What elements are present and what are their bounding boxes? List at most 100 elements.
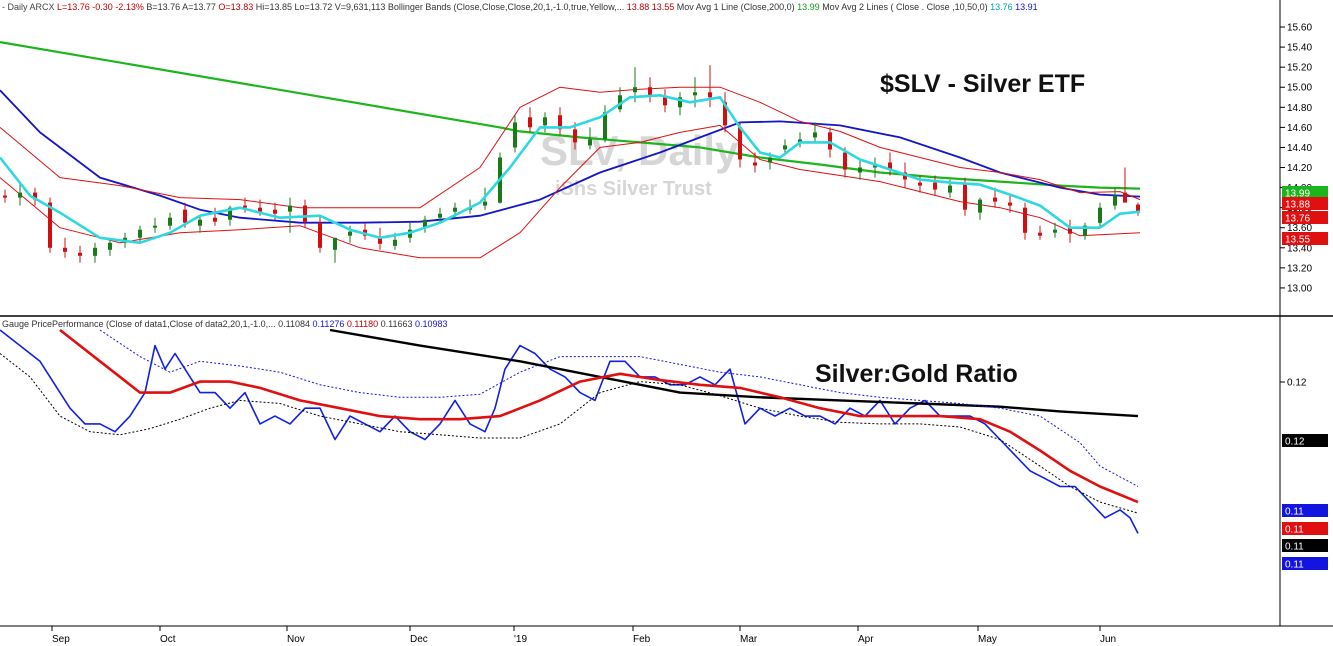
header-segment: 0.11084 <box>278 319 312 329</box>
price-bar <box>288 197 292 233</box>
header-segment: - Daily ARCX <box>2 2 57 12</box>
header-segment: Hi=13.85 Lo=13.72 V=9,631,113 Bollinger … <box>256 2 627 12</box>
y-tick-label: 15.60 <box>1287 23 1312 34</box>
top-panel-title: $SLV - Silver ETF <box>880 70 1085 98</box>
price-bar <box>648 77 652 103</box>
series-ma10 <box>0 94 1141 245</box>
price-bar <box>168 212 172 230</box>
price-tag-label: 13.88 <box>1285 200 1310 211</box>
price-bar <box>1023 202 1027 240</box>
header-segment: B=13.76 A=13.77 <box>146 2 218 12</box>
price-bar <box>873 157 877 178</box>
price-bar <box>543 112 547 133</box>
ratio-tag <box>1282 557 1328 570</box>
y-tick-label: 0.12 <box>1287 378 1307 389</box>
ratio-tag-label: 0.11 <box>1285 507 1304 518</box>
series-red_ma <box>59 328 1139 504</box>
series-ma50 <box>0 89 1141 224</box>
price-tag <box>1282 197 1328 210</box>
x-tick-label: Sep <box>52 634 70 645</box>
price-bar <box>213 207 217 226</box>
x-tick-label: Nov <box>287 634 305 645</box>
price-bar <box>78 245 82 263</box>
header-segment: 13.76 <box>990 2 1015 12</box>
price-tag-label: 13.55 <box>1285 235 1310 246</box>
x-tick-label: Feb <box>633 634 651 645</box>
header-segment: 0.11663 <box>381 319 415 329</box>
price-bar <box>3 189 7 203</box>
y-tick-label: 14.60 <box>1287 123 1312 134</box>
y-tick-label: 13.20 <box>1287 263 1312 274</box>
price-bar <box>303 199 307 228</box>
y-tick-label: 14.40 <box>1287 143 1312 154</box>
price-bar <box>1098 202 1102 228</box>
header-segment: 13.99 <box>797 2 822 12</box>
price-bar <box>753 152 757 173</box>
price-bar <box>138 225 142 243</box>
price-bar <box>333 237 337 263</box>
series-bb_upper <box>0 86 1141 209</box>
header-segment: 13.91 <box>1015 2 1038 12</box>
x-tick-label: Dec <box>410 634 428 645</box>
ratio-tag-label: 0.11 <box>1285 525 1304 536</box>
x-tick-label: '19 <box>514 634 527 645</box>
x-tick-label: May <box>978 634 997 645</box>
bottom-panel-title: Silver:Gold Ratio <box>815 360 1018 388</box>
series-lower_dotted <box>0 353 1139 514</box>
price-bar <box>1038 225 1042 240</box>
price-bar <box>1008 195 1012 213</box>
ratio-tag-label: 0.11 <box>1285 542 1304 553</box>
ratio-axis: 0.12 0.12 0.11 0.11 0.11 0.11 <box>1280 378 1328 571</box>
header-segment: 0.10983 <box>415 319 448 329</box>
price-bar <box>93 242 97 263</box>
price-bar <box>1136 202 1140 216</box>
header-segment: 0.11180 <box>347 319 381 329</box>
price-bar <box>813 122 817 143</box>
ratio-tag <box>1282 434 1328 447</box>
price-bar <box>588 127 592 150</box>
header-segment: Mov Avg 2 Lines ( Close . Close ,10,50,0… <box>822 2 990 12</box>
y-tick-label: 14.20 <box>1287 163 1312 174</box>
price-bar <box>663 89 667 113</box>
y-tick-label: 15.00 <box>1287 83 1312 94</box>
x-tick-label: Mar <box>740 634 758 645</box>
price-bar <box>558 107 562 136</box>
price-bar <box>1083 222 1087 240</box>
series-black_ma <box>329 328 1139 418</box>
series-bb_lower <box>0 124 1141 259</box>
price-bar <box>198 215 202 233</box>
price-tag-label: 13.76 <box>1285 214 1310 225</box>
header-segment: L=13.76 -0.30 -2.13% <box>57 2 146 12</box>
price-bar <box>678 92 682 116</box>
watermark-name: iShs Silver Trust <box>555 178 712 200</box>
price-bar <box>858 159 862 180</box>
bottom-header: Gauge PricePerformance (Close of data1,C… <box>2 319 448 329</box>
top-header: - Daily ARCX L=13.76 -0.30 -2.13% B=13.7… <box>2 2 1038 12</box>
price-bar <box>528 107 532 133</box>
price-bar <box>888 152 892 176</box>
price-bar <box>798 132 802 148</box>
price-bar <box>738 122 742 168</box>
y-tick-label: 13.60 <box>1287 223 1312 234</box>
price-bar <box>1068 219 1072 243</box>
y-tick-label: 15.20 <box>1287 63 1312 74</box>
header-segment: Mov Avg 1 Line (Close,200,0) <box>677 2 797 12</box>
price-bar <box>978 197 982 220</box>
y-tick-label: 13.00 <box>1287 283 1312 294</box>
x-tick-label: Jun <box>1100 634 1116 645</box>
price-bar <box>438 207 442 223</box>
ratio-tag <box>1282 539 1328 552</box>
price-bar <box>1123 167 1127 203</box>
header-segment: 13.88 13.55 <box>627 2 677 12</box>
price-bar <box>723 92 727 133</box>
price-axis: 15.60 15.40 15.20 15.00 14.80 14.60 14.40 14.20… <box>1280 23 1328 294</box>
price-bar <box>423 215 427 233</box>
price-panel <box>0 41 1141 263</box>
price-tag <box>1282 232 1328 245</box>
price-bar <box>153 217 157 233</box>
ratio-tag-label: 0.11 <box>1285 560 1304 571</box>
price-bar <box>318 215 322 253</box>
x-tick-label: Apr <box>858 634 874 645</box>
header-segment: Gauge PricePerformance (Close of data1,C… <box>2 319 278 329</box>
